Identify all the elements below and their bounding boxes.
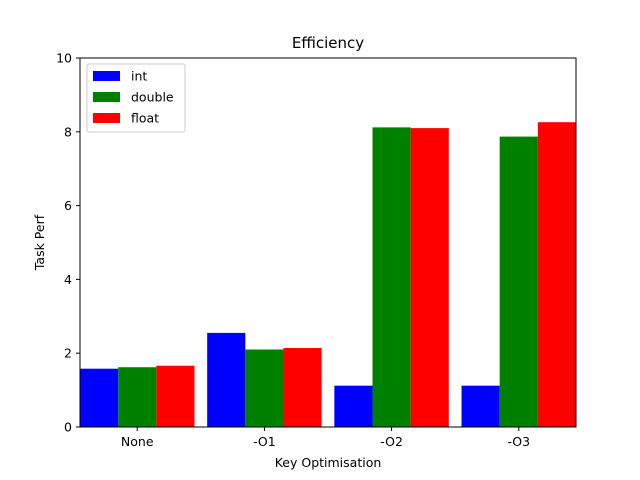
x-tick-label: -O3 <box>507 434 530 449</box>
legend-label-double: double <box>131 90 174 105</box>
y-tick-label: 8 <box>64 124 72 139</box>
bar-double-2 <box>372 127 411 427</box>
bar-int-2 <box>334 385 373 427</box>
x-tick-label: -O2 <box>380 434 403 449</box>
y-tick-label: 4 <box>64 272 72 287</box>
bar-int-1 <box>207 332 246 427</box>
bar-float-3 <box>537 122 576 428</box>
bar-float-0 <box>156 365 195 427</box>
bar-int-0 <box>80 368 119 427</box>
bar-double-0 <box>118 367 157 427</box>
chart-title: Efficiency <box>292 34 364 52</box>
y-tick-label: 2 <box>64 346 72 361</box>
y-axis-label: Task Perf <box>32 214 47 271</box>
legend-label-float: float <box>131 111 159 126</box>
bar-double-1 <box>245 349 284 427</box>
legend-swatch-float <box>93 113 120 123</box>
y-tick-label: 10 <box>56 51 72 66</box>
y-tick-label: 6 <box>64 198 72 213</box>
bar-float-2 <box>410 128 449 428</box>
y-tick-label: 0 <box>64 420 72 435</box>
x-tick-label: None <box>121 434 154 449</box>
x-axis: None -O1 -O2 -O3 <box>121 427 530 449</box>
bar-int-3 <box>461 385 500 427</box>
y-axis: 0 2 4 6 8 10 <box>56 51 80 435</box>
bar-double-3 <box>499 136 538 428</box>
legend-label-int: int <box>131 69 147 84</box>
legend-swatch-int <box>93 71 120 81</box>
x-axis-label: Key Optimisation <box>275 455 382 470</box>
x-tick-label: -O1 <box>253 434 276 449</box>
bars-group <box>80 122 576 428</box>
bar-float-1 <box>283 348 322 427</box>
plot-frame <box>79 57 577 428</box>
legend: int double float <box>86 63 186 133</box>
legend-swatch-double <box>93 92 120 102</box>
